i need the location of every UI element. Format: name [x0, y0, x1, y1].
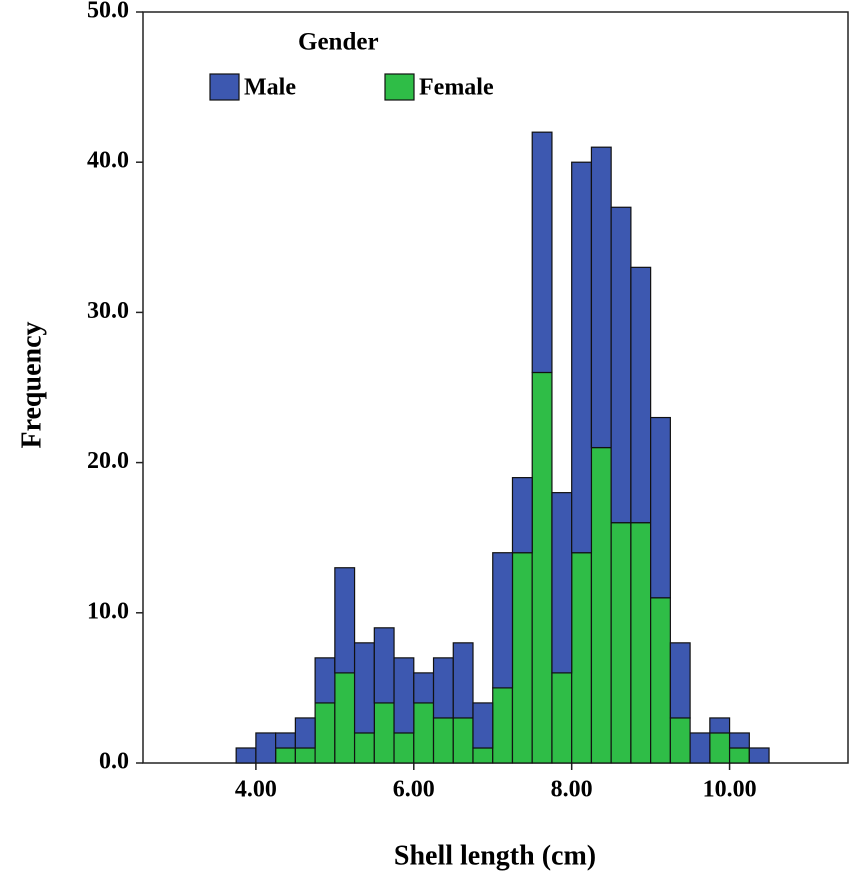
bar	[334, 567, 356, 674]
bar	[650, 597, 671, 764]
y-tick-label: 40.0	[87, 148, 129, 174]
bar	[709, 717, 731, 734]
bar	[511, 477, 533, 554]
bar	[472, 747, 494, 764]
bar	[353, 642, 375, 734]
bar	[571, 161, 593, 554]
bar	[255, 732, 277, 764]
bar	[590, 446, 612, 764]
bar	[432, 717, 454, 764]
bar	[610, 522, 632, 764]
bar	[511, 552, 533, 764]
bar	[728, 747, 750, 764]
bar	[709, 732, 731, 764]
y-axis-label: Frequency	[16, 321, 47, 448]
bar	[393, 657, 415, 734]
legend-swatch	[209, 73, 240, 101]
bar	[630, 266, 652, 524]
y-tick-label: 0.0	[99, 749, 129, 775]
bar	[314, 702, 336, 764]
legend-label: Male	[244, 75, 296, 101]
bar	[472, 702, 494, 749]
legend-title: Gender	[298, 29, 379, 56]
x-tick-label: 10.00	[703, 777, 757, 803]
bar	[432, 657, 454, 719]
y-tick-label: 10.0	[87, 598, 129, 624]
bar	[235, 747, 257, 764]
bar	[294, 717, 316, 749]
bar	[728, 732, 750, 749]
bar	[531, 371, 553, 764]
bar	[610, 206, 632, 524]
bar	[373, 702, 395, 764]
x-tick-label: 8.00	[551, 777, 593, 803]
bar	[413, 672, 435, 704]
bar	[531, 131, 553, 374]
bar	[275, 747, 296, 764]
legend-label: Female	[419, 75, 494, 101]
y-tick-label: 30.0	[87, 298, 129, 324]
bar	[590, 146, 612, 449]
bar	[492, 552, 514, 689]
bar	[373, 627, 395, 704]
bar	[314, 657, 336, 704]
bar	[334, 672, 356, 764]
legend-swatch	[384, 73, 415, 101]
bar	[669, 642, 691, 719]
bar	[630, 522, 652, 764]
bar	[551, 672, 573, 764]
bar	[748, 747, 770, 764]
bar	[689, 732, 711, 764]
bar	[571, 552, 593, 764]
bar	[492, 687, 514, 764]
x-tick-label: 6.00	[393, 777, 435, 803]
y-tick-label: 20.0	[87, 448, 129, 474]
bar	[294, 747, 316, 764]
bar	[353, 732, 375, 764]
y-tick-label: 50.0	[87, 0, 129, 24]
bar	[650, 416, 671, 599]
x-axis-label: Shell length (cm)	[394, 840, 596, 871]
bar	[452, 642, 474, 719]
bar	[275, 732, 296, 749]
bar	[551, 492, 573, 674]
bar	[452, 717, 474, 764]
bar	[393, 732, 415, 764]
x-tick-label: 4.00	[235, 777, 277, 803]
bar	[413, 702, 435, 764]
bar	[669, 717, 691, 764]
